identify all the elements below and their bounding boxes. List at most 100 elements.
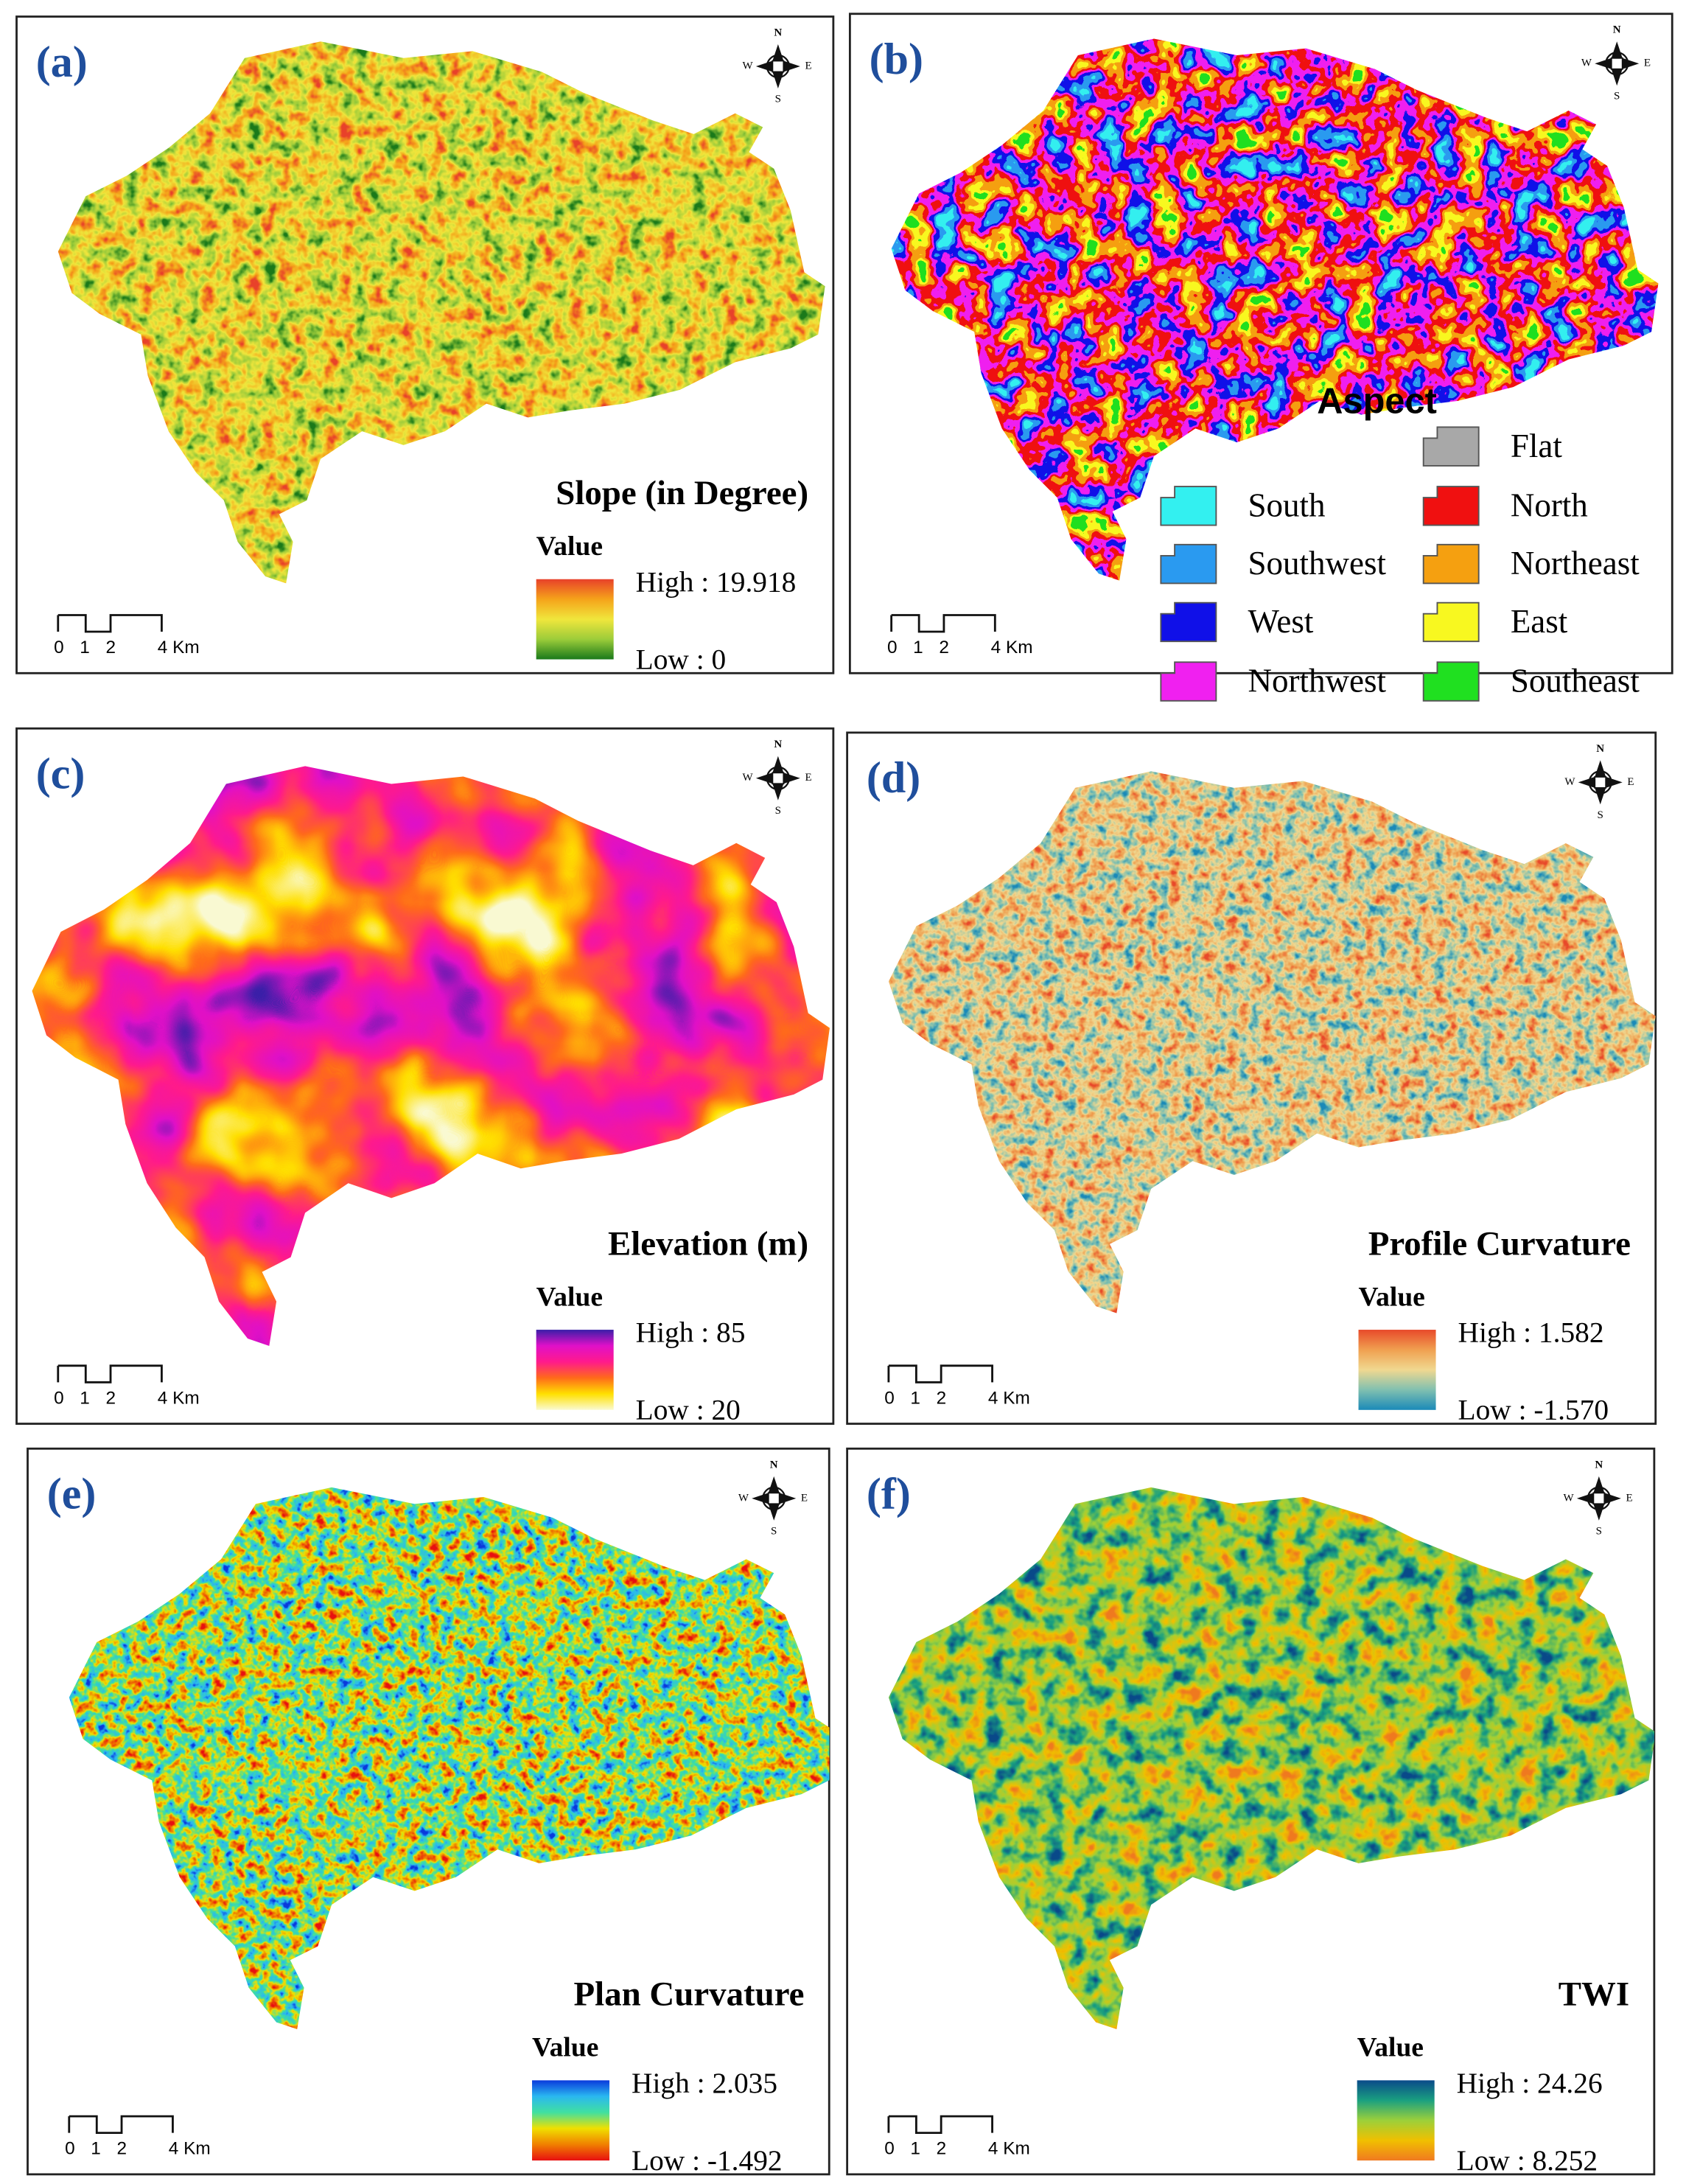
legend-low: Low : 0 (636, 643, 727, 675)
legend-high: High : 2.035 (632, 2067, 777, 2099)
scale-label: 2 (937, 1388, 947, 1408)
map-panel: (c) N S E W 0 1 2 4 Km Elevation (m)Value High : 8… (15, 727, 835, 1426)
legend-ramp (536, 1330, 614, 1410)
compass-n: N (1596, 743, 1604, 755)
map-panel: (b) N S E W 0 1 2 4 Km Aspect Flat South Southwest We… (848, 13, 1673, 702)
compass-e: E (805, 772, 812, 784)
scale-label: 4 Km (158, 638, 200, 657)
panel-label: (c) (36, 750, 85, 798)
legend-ramp (532, 2080, 610, 2161)
scale-label: 0 (887, 638, 898, 657)
compass-w: W (1564, 776, 1575, 788)
legend-ramp (1358, 1330, 1436, 1410)
legend-low: Low : 20 (636, 1394, 741, 1426)
legend-ramp (1357, 2080, 1435, 2161)
north-arrow: N S E W (743, 27, 812, 105)
map-panel: (a) N S E W 0 1 2 4 Km Slope (in Degree) Value High… (15, 15, 835, 675)
map-title: Slope (in Degree) (556, 474, 808, 512)
scale-label: 2 (105, 638, 116, 657)
compass-w: W (743, 772, 754, 784)
scale-label: 0 (884, 2139, 895, 2159)
scale-label: 2 (937, 2139, 947, 2159)
compass-n: N (1595, 1459, 1603, 1470)
panel-label: (e) (47, 1470, 97, 1518)
legend-swatch (1422, 601, 1480, 643)
scale-label: 4 Km (988, 1388, 1030, 1408)
north-arrow: N S E W (1564, 1459, 1633, 1537)
compass-n: N (774, 739, 782, 750)
scale-label: 1 (91, 2139, 101, 2159)
compass-n: N (770, 1459, 778, 1470)
legend-swatch (1160, 661, 1217, 702)
map-title: TWI (1559, 1975, 1629, 2014)
scale-bar (57, 1364, 163, 1384)
legend-ramp (536, 579, 614, 660)
legend-title: Value (532, 2033, 598, 2063)
scale-label: 0 (54, 638, 64, 657)
panel-label: (d) (867, 753, 920, 802)
legend-low: Low : -1.492 (632, 2144, 783, 2177)
compass-e: E (1644, 57, 1651, 69)
legend-class: Southwest (1248, 545, 1386, 582)
compass-center (1594, 775, 1607, 789)
compass-n: N (774, 27, 782, 38)
compass-w: W (738, 1492, 749, 1504)
compass-e: E (1626, 1492, 1633, 1504)
map-title: Profile Curvature (1368, 1224, 1631, 1263)
legend-swatch (1422, 426, 1480, 467)
scale-label: 1 (910, 2139, 920, 2159)
scale-label: 4 Km (988, 2139, 1030, 2159)
map-panel: (f) N S E W 0 1 2 4 Km TWI Value High : 24.26 Low : … (846, 1447, 1656, 2177)
legend-high: High : 24.26 (1457, 2067, 1603, 2099)
scale-label: 1 (80, 1388, 90, 1408)
compass-center (772, 60, 785, 73)
legend-swatch (1422, 543, 1480, 585)
compass-n: N (1613, 24, 1621, 36)
legend-class: Northeast (1511, 545, 1640, 582)
north-arrow: N S E W (1564, 743, 1634, 821)
north-arrow: N S E W (743, 739, 812, 817)
legend-high: High : 1.582 (1458, 1316, 1604, 1349)
scale-bar (887, 2115, 993, 2135)
compass-s: S (775, 805, 781, 817)
legend-class: Southeast (1511, 663, 1640, 699)
scale-label: 0 (884, 1388, 895, 1408)
scale-label: 2 (105, 1388, 116, 1408)
compass-e: E (801, 1492, 808, 1504)
legend-swatch (1160, 601, 1217, 643)
legend-low: Low : -1.570 (1458, 1394, 1609, 1426)
legend-swatch (1160, 543, 1217, 585)
compass-center (772, 772, 785, 785)
legend-class: Northwest (1248, 663, 1386, 699)
legend-swatch (1160, 486, 1217, 526)
legend-high: High : 19.918 (636, 565, 797, 598)
scale-label: 0 (54, 1388, 64, 1408)
legend-class: South (1248, 486, 1325, 523)
scale-label: 0 (65, 2139, 75, 2159)
compass-ring (1588, 770, 1612, 795)
legend-title: Aspect (1317, 381, 1437, 421)
map-panel: (d) N S E W 0 1 2 4 Km Profile Curvature Value High… (846, 731, 1657, 1426)
north-arrow: N S E W (738, 1459, 808, 1537)
legend-low: Low : 8.252 (1457, 2144, 1598, 2177)
compass-w: W (1581, 57, 1592, 69)
scale-label: 2 (116, 2139, 127, 2159)
legend-class: West (1248, 603, 1313, 640)
compass-w: W (743, 60, 754, 71)
compass-ring (762, 1486, 786, 1510)
scale-label: 1 (80, 638, 90, 657)
compass-s: S (1598, 809, 1603, 821)
legend-high: High : 85 (636, 1316, 746, 1349)
legend-class: North (1511, 486, 1588, 523)
panel-label: (f) (867, 1470, 911, 1518)
scale-label: 1 (910, 1388, 920, 1408)
scale-label: 4 Km (158, 1388, 200, 1408)
legend-swatch (1422, 661, 1480, 702)
compass-s: S (771, 1525, 777, 1537)
scale-bar (887, 1364, 993, 1384)
compass-e: E (805, 60, 812, 71)
compass-center (1610, 57, 1623, 70)
legend-title: Value (1357, 2033, 1424, 2063)
